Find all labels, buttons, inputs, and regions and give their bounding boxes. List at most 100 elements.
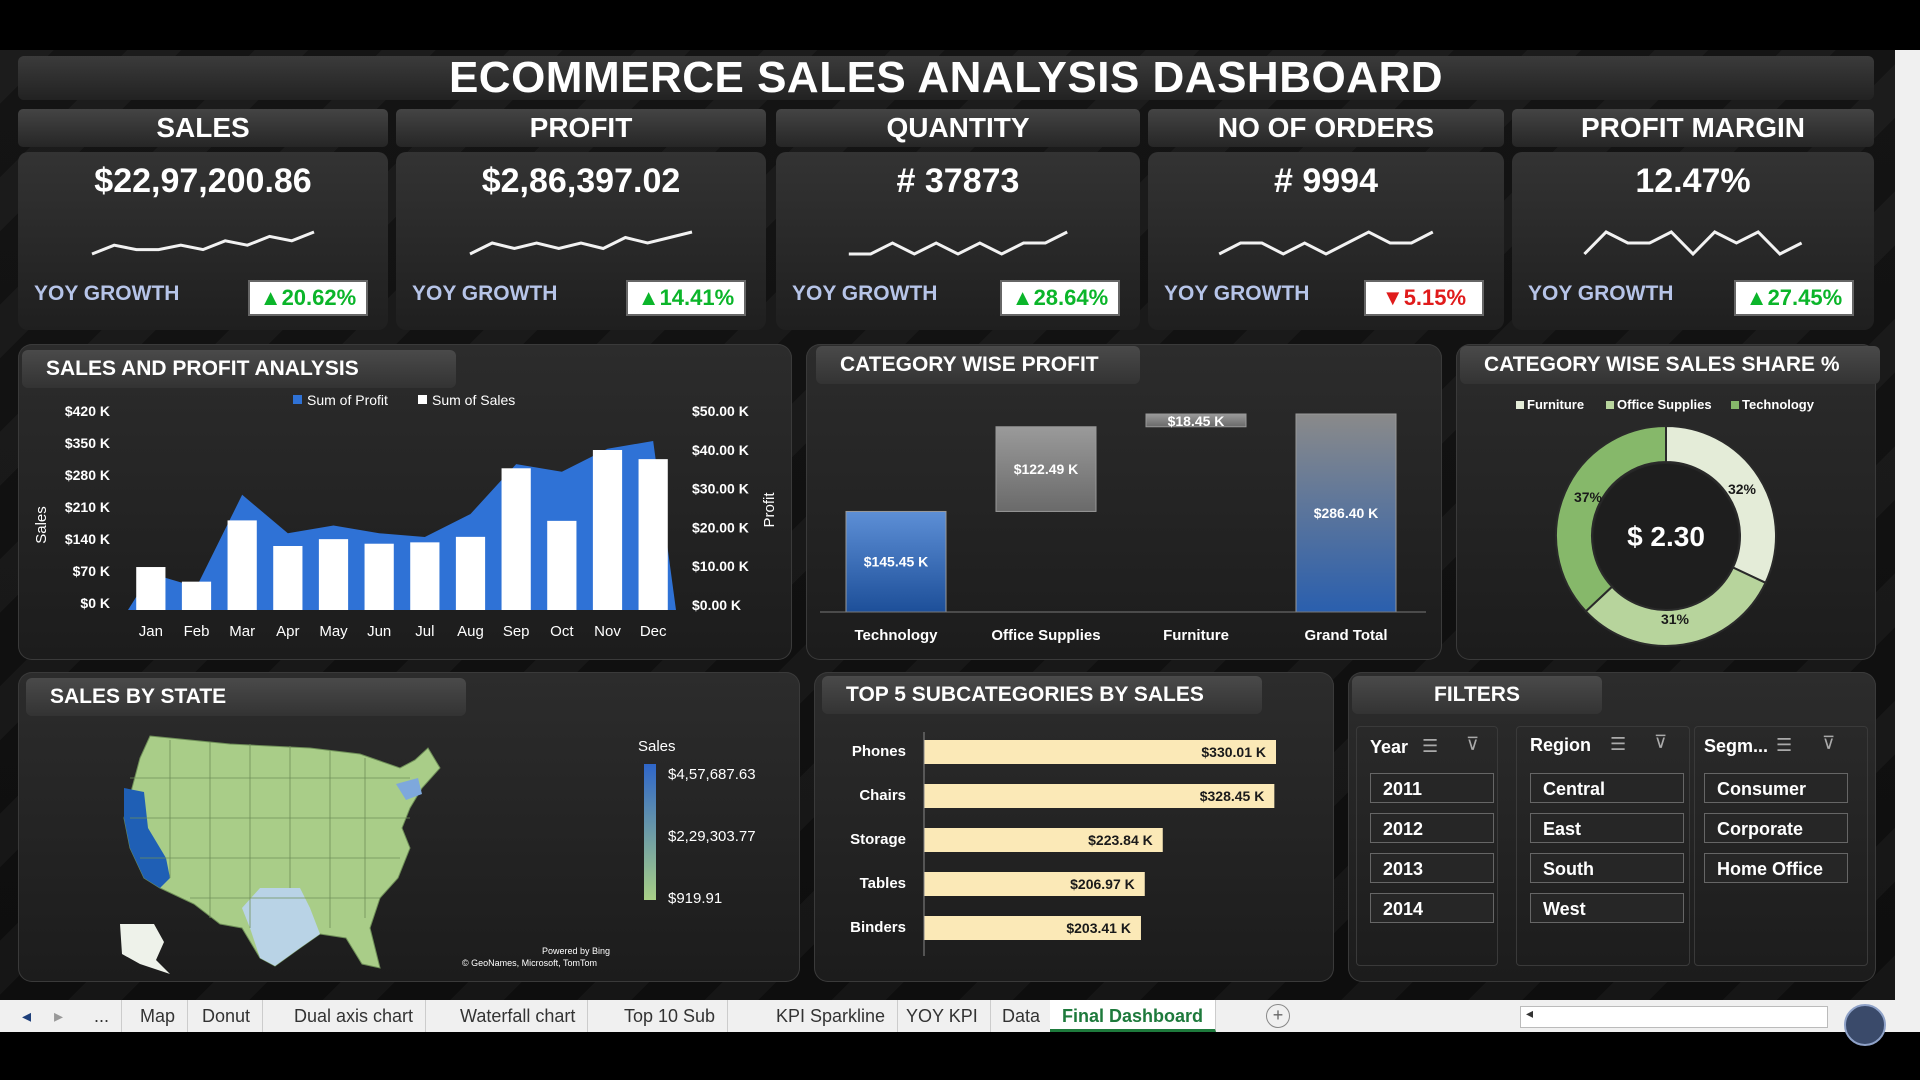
kpi-value: $22,97,200.86 bbox=[94, 162, 312, 200]
sales-bar[interactable] bbox=[273, 546, 303, 610]
category-share-chart: Furniture Office Supplies Technology 32% 31%… bbox=[1516, 397, 1815, 647]
profit-area bbox=[128, 441, 676, 610]
waterfall-bar[interactable] bbox=[845, 510, 947, 613]
top5-category-label: Binders bbox=[850, 919, 906, 936]
slicer-item[interactable]: South bbox=[1530, 853, 1684, 883]
sheet-tab[interactable]: Final Dashboard bbox=[1050, 1000, 1217, 1032]
x-tick-label: Mar bbox=[229, 623, 255, 640]
sheet-tab[interactable]: Donut bbox=[190, 1000, 264, 1032]
sheet-tab[interactable]: KPI Sparkline bbox=[764, 1000, 899, 1032]
donut-slice[interactable] bbox=[1665, 424, 1777, 585]
us-map[interactable] bbox=[110, 728, 540, 978]
top5-bar[interactable] bbox=[924, 784, 1275, 808]
top5-bar[interactable] bbox=[924, 872, 1145, 896]
kpi-label: QUANTITY bbox=[776, 109, 1140, 147]
donut-legend-swatch bbox=[1606, 401, 1614, 409]
next-sheet-icon[interactable]: ▸ bbox=[54, 1006, 64, 1026]
sheet-tab[interactable]: Dual axis chart bbox=[282, 1000, 427, 1032]
kpi-yoy-label: YOY GROWTH bbox=[792, 282, 938, 305]
kpi-value: 12.47% bbox=[1635, 162, 1751, 200]
category-profit-title: CATEGORY WISE PROFIT bbox=[816, 346, 1140, 384]
slicer-item[interactable]: West bbox=[1530, 893, 1684, 923]
sales-bar[interactable] bbox=[592, 450, 623, 610]
map-legend-gradient bbox=[644, 764, 656, 900]
vertical-scrollbar[interactable] bbox=[1895, 50, 1920, 1000]
slicer-item[interactable]: 2011 bbox=[1370, 773, 1494, 803]
sales-profit-title: SALES AND PROFIT ANALYSIS bbox=[22, 350, 456, 388]
sales-by-state-title: SALES BY STATE bbox=[26, 678, 466, 716]
slicer-item[interactable]: 2014 bbox=[1370, 893, 1494, 923]
segment-slicer-label: Segm... bbox=[1704, 736, 1769, 756]
sheet-tab[interactable]: ... bbox=[82, 1000, 123, 1032]
sheet-tab[interactable]: Map bbox=[128, 1000, 189, 1032]
sales-bar[interactable] bbox=[410, 542, 440, 610]
sales-bar[interactable] bbox=[318, 539, 349, 610]
kpi-card: $22,97,200.86 YOY GROWTH ▲20.62% bbox=[18, 152, 388, 330]
kpi-growth-badge: ▲20.62% bbox=[248, 280, 368, 316]
sheet-tab[interactable]: YOY KPI bbox=[894, 1000, 991, 1032]
sales-bar[interactable] bbox=[181, 581, 212, 610]
multi-select-icon[interactable]: ☰ bbox=[1422, 736, 1439, 756]
horizontal-scrollbar[interactable] bbox=[1520, 1006, 1828, 1028]
sales-bar[interactable] bbox=[227, 520, 257, 610]
kpi-card: # 37873 YOY GROWTH ▲28.64% bbox=[776, 152, 1140, 330]
waterfall-bar[interactable] bbox=[1295, 413, 1397, 613]
category-profit-chart: $145.45 K Technology $122.49 K Office Suppl… bbox=[820, 413, 1426, 644]
slicer-item[interactable]: 2012 bbox=[1370, 813, 1494, 843]
right-tick-label: $10.00 K bbox=[692, 558, 749, 574]
slicer-item[interactable]: Central bbox=[1530, 773, 1684, 803]
prev-sheet-icon[interactable]: ◂ bbox=[22, 1006, 32, 1026]
kpi-sparkline bbox=[1583, 230, 1803, 257]
segment-slicer bbox=[1694, 726, 1868, 966]
clear-filter-icon[interactable]: ⊽ bbox=[1654, 732, 1668, 752]
sales-bar[interactable] bbox=[136, 567, 166, 610]
slicer-item[interactable]: East bbox=[1530, 813, 1684, 843]
top5-title: TOP 5 SUBCATEGORIES BY SALES bbox=[822, 676, 1262, 714]
sales-bar[interactable] bbox=[501, 468, 531, 610]
sales-bar[interactable] bbox=[638, 459, 668, 610]
sales-bar[interactable] bbox=[364, 543, 394, 610]
x-tick-label: Aug bbox=[457, 623, 484, 640]
donut-slice[interactable] bbox=[1555, 424, 1667, 613]
add-sheet-icon[interactable]: + bbox=[1266, 1004, 1290, 1028]
kpi-card: # 9994 YOY GROWTH ▼5.15% bbox=[1148, 152, 1504, 330]
texas-shape bbox=[242, 888, 320, 966]
slicer-item[interactable]: 2013 bbox=[1370, 853, 1494, 883]
clear-filter-icon[interactable]: ⊽ bbox=[1466, 734, 1480, 754]
sales-bar[interactable] bbox=[455, 536, 486, 610]
x-tick-label: Dec bbox=[640, 623, 667, 640]
scroll-left-icon[interactable]: ◂ bbox=[1526, 1005, 1534, 1021]
waterfall-bar[interactable] bbox=[1145, 413, 1247, 428]
waterfall-bar[interactable] bbox=[995, 426, 1097, 512]
x-tick-label: Feb bbox=[184, 623, 210, 640]
clear-filter-icon[interactable]: ⊽ bbox=[1822, 733, 1836, 753]
donut-hole bbox=[1594, 464, 1738, 608]
donut-legend-label: Office Supplies bbox=[1617, 397, 1712, 412]
donut-legend-swatch bbox=[1516, 401, 1524, 409]
multi-select-icon[interactable]: ☰ bbox=[1776, 735, 1793, 755]
kpi-value: # 37873 bbox=[896, 162, 1020, 200]
top5-bar[interactable] bbox=[924, 740, 1276, 764]
slicer-item[interactable]: Consumer bbox=[1704, 773, 1848, 803]
sheet-tab[interactable]: Top 10 Sub bbox=[612, 1000, 729, 1032]
kpi-value: $2,86,397.02 bbox=[481, 162, 681, 200]
slicer-item[interactable]: Corporate bbox=[1704, 813, 1848, 843]
kpi-growth-badge: ▲28.64% bbox=[1000, 280, 1120, 316]
category-share-title: CATEGORY WISE SALES SHARE % bbox=[1460, 346, 1880, 384]
top5-category-label: Phones bbox=[852, 743, 906, 760]
top5-bar[interactable] bbox=[924, 828, 1163, 852]
left-tick-label: $0 K bbox=[80, 595, 110, 611]
donut-legend-label: Technology bbox=[1742, 397, 1815, 412]
map-legend-title: Sales bbox=[638, 738, 676, 755]
sales-bar[interactable] bbox=[547, 520, 577, 610]
top5-value-label: $203.41 K bbox=[1066, 920, 1131, 936]
waterfall-category-label: Technology bbox=[854, 627, 938, 644]
multi-select-icon[interactable]: ☰ bbox=[1610, 734, 1627, 754]
slicer-item[interactable]: Home Office bbox=[1704, 853, 1848, 883]
sheet-tab[interactable]: Data bbox=[990, 1000, 1054, 1032]
waterfall-category-label: Office Supplies bbox=[991, 627, 1100, 644]
top5-bar[interactable] bbox=[924, 916, 1141, 940]
donut-slice-label: 32% bbox=[1728, 481, 1757, 497]
avatar[interactable] bbox=[1844, 1004, 1886, 1046]
sheet-tab[interactable]: Waterfall chart bbox=[448, 1000, 589, 1032]
